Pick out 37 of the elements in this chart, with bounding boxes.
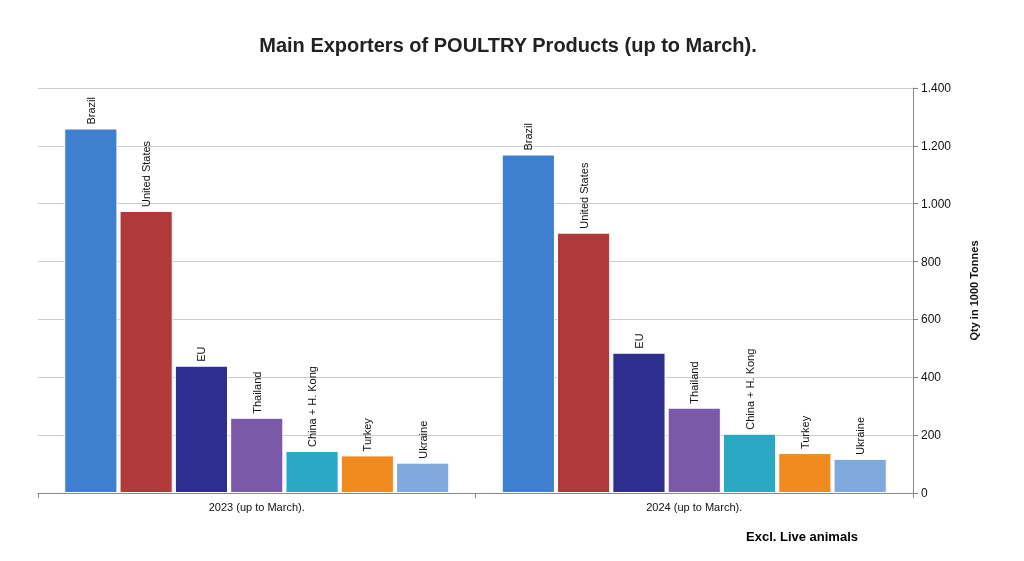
text: Turkey — [798, 415, 811, 450]
bar — [501, 154, 555, 493]
y-tick-label: 800 — [921, 254, 942, 269]
text: EU — [195, 346, 208, 362]
bar — [285, 451, 339, 493]
text: United States — [140, 140, 153, 207]
text: Turkey — [361, 417, 374, 452]
y-tick-label: 1.000 — [921, 196, 952, 211]
text: Ukraine — [416, 420, 429, 459]
x-tick-label: 2023 (up to March). — [208, 500, 305, 513]
text: China + H. Kong — [306, 366, 319, 448]
y-tick-label: 1.400 — [921, 81, 952, 95]
y-tick-label: 0 — [921, 486, 928, 500]
x-tick-label: 2024 (up to March). — [646, 500, 743, 513]
text: Brazil — [84, 96, 97, 125]
y-axis-title: Qty in 1000 Tonnes — [967, 240, 980, 341]
bar — [230, 417, 284, 493]
bar — [396, 462, 450, 493]
text: United States — [577, 162, 590, 229]
bar — [340, 455, 394, 493]
bar — [722, 433, 777, 493]
text: China + H. Kong — [743, 348, 756, 430]
bar — [667, 407, 721, 493]
y-tick-label: 600 — [921, 312, 942, 327]
text: Ukraine — [854, 416, 867, 455]
bar — [174, 365, 229, 493]
text: Brazil — [522, 123, 535, 151]
text: EU — [632, 333, 645, 349]
y-tick-label: 400 — [921, 370, 942, 385]
y-tick-label: 200 — [921, 428, 942, 443]
text: Thailand — [250, 371, 263, 414]
chart-title: Main Exporters of POULTRY Products (up to March). — [259, 34, 757, 56]
text: Thailand — [688, 361, 701, 404]
text: Excl. Live animals — [746, 529, 859, 544]
y-tick-label: 1.200 — [921, 138, 952, 153]
bar — [612, 352, 666, 493]
bar — [557, 232, 611, 493]
